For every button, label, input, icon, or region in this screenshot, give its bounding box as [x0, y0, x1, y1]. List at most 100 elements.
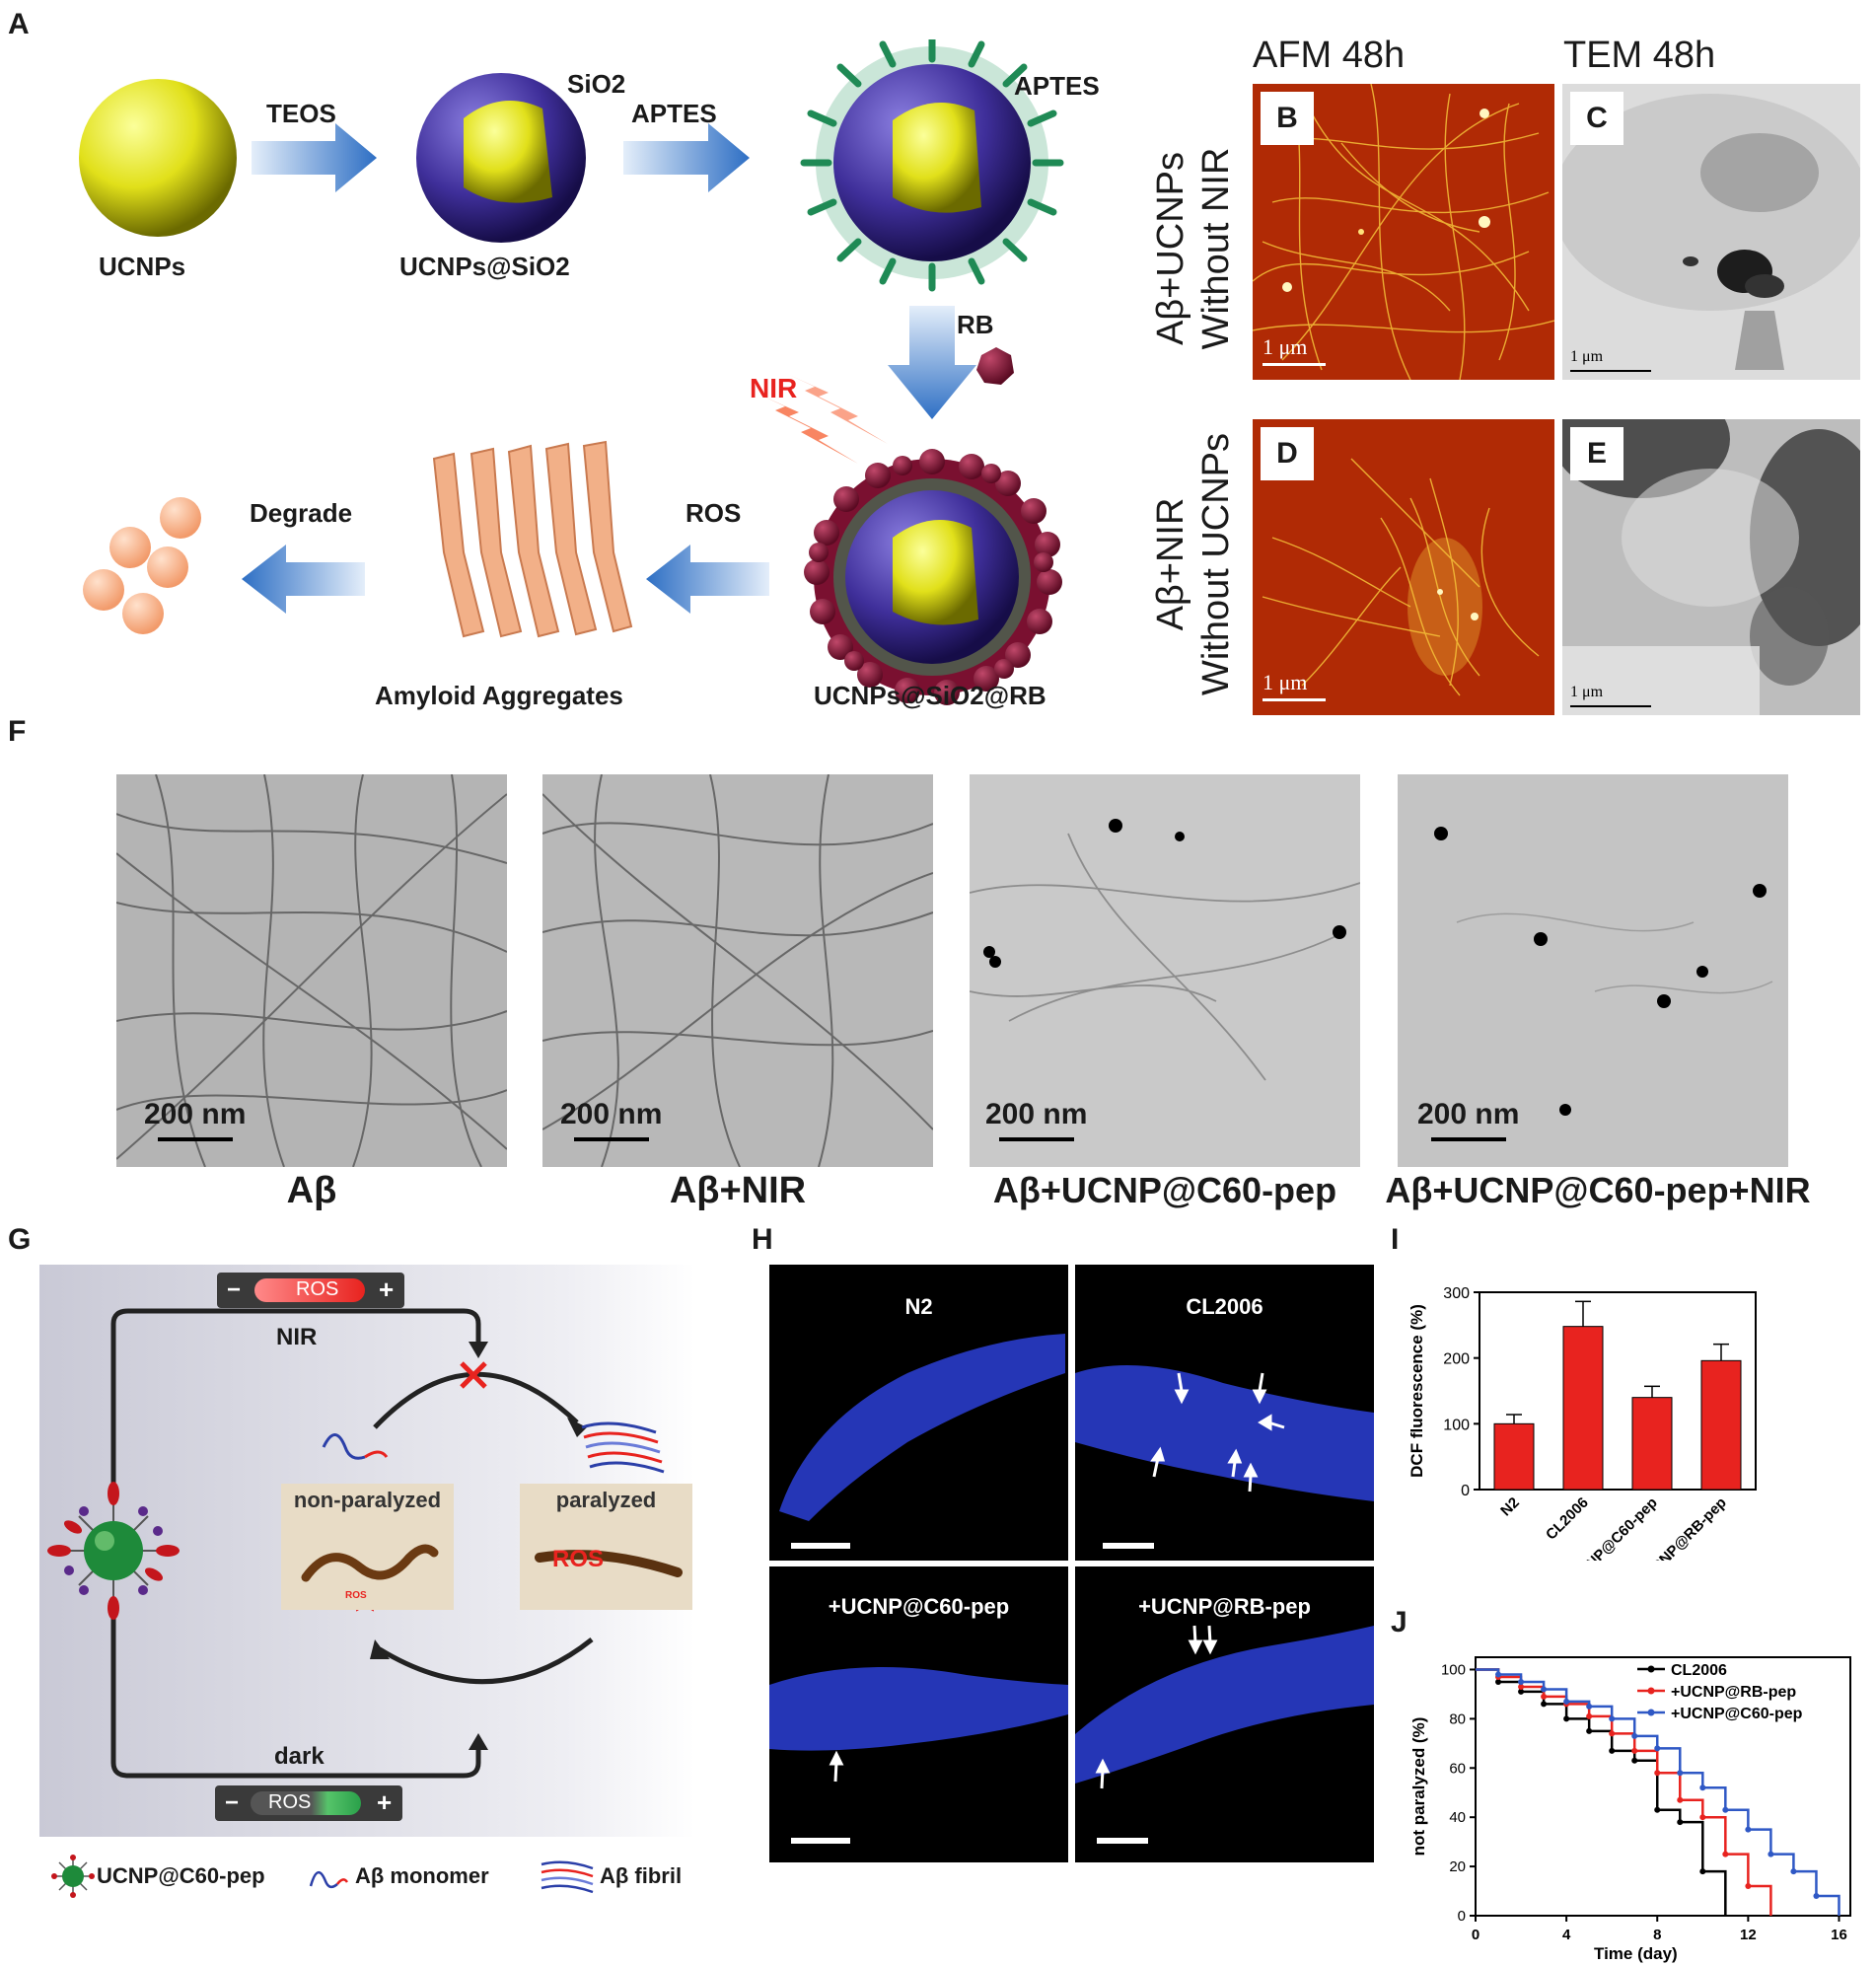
y-tick-label-2: 200 [1443, 1351, 1470, 1368]
row1-line1: Aβ+UCNPs [1150, 151, 1191, 346]
worm-curled-icon [301, 1544, 439, 1582]
g-dark-label: dark [274, 1743, 325, 1770]
panel-letter-d: D [1261, 427, 1314, 480]
f-caption-4: Aβ+UCNP@C60-pep+NIR [1385, 1170, 1811, 1210]
tem-image-e: E 1 μm [1562, 419, 1860, 715]
f-caption-1: Aβ [286, 1170, 337, 1211]
worm-image-cl2006: CL2006 [1075, 1265, 1374, 1561]
legend-ucnp-icon [51, 1855, 95, 1898]
non-paralyzed-label: non-paralyzed [293, 1488, 442, 1512]
abeta-fibril-icon [581, 1421, 665, 1474]
amyloid-aggregates-label: Amyloid Aggregates [375, 681, 623, 710]
series-2-point-9 [1677, 1770, 1684, 1777]
aptes-particle-icon [800, 39, 1064, 292]
afm-header: AFM 48h [1253, 35, 1406, 76]
panel-letter-b: B [1261, 92, 1314, 145]
y-tick-label-3: 300 [1443, 1285, 1470, 1302]
panel-letter-j: J [1391, 1606, 1407, 1638]
h-label-cl2006: CL2006 [1186, 1294, 1263, 1319]
aptes-label: APTES [1014, 71, 1100, 101]
series-0-point-1 [1495, 1678, 1502, 1685]
series-0-point-2 [1518, 1688, 1525, 1695]
legend-fibril-icon [541, 1860, 594, 1894]
scale-bar-c: 1 μm [1570, 348, 1651, 372]
tem-image-f1: 200 nm [116, 774, 507, 1167]
series-1-point-9 [1677, 1796, 1684, 1803]
h-label-rb: +UCNP@RB-pep [1138, 1594, 1311, 1619]
ros-label: ROS [685, 498, 742, 528]
degraded-fragments-icon [83, 497, 201, 634]
afm-image-d: D 1 μm [1253, 419, 1554, 715]
ros-low-indicator: − ROS + [215, 1785, 402, 1821]
worm-image-c60: +UCNP@C60-pep [769, 1566, 1068, 1862]
ucnps-sio2-rb-label: UCNPs@SiO2@RB [814, 681, 1046, 710]
panel-letter-c: C [1570, 92, 1623, 145]
scale-bar-b: 1 μm [1263, 334, 1326, 366]
bar-1 [1562, 1326, 1604, 1491]
worm-image-n2: N2 [769, 1265, 1068, 1561]
panel-g-box: − ROS + − ROS + NIR dark non-paralyzed p… [39, 1265, 695, 1837]
x-axis-label: Time (day) [1594, 1944, 1678, 1963]
series-2-point-5 [1586, 1703, 1593, 1710]
scale-bar-f3: 200 nm [985, 1098, 1087, 1141]
ucnps-sio2-label: UCNPs@SiO2 [399, 252, 570, 281]
ros-arrow-icon [646, 545, 769, 614]
series-0-point-7 [1631, 1757, 1638, 1764]
y-tick-label-5: 100 [1441, 1661, 1466, 1678]
series-1-point-7 [1631, 1747, 1638, 1754]
ros-small-label: ROS [345, 1590, 367, 1601]
f-caption-2: Aβ+NIR [669, 1170, 807, 1211]
aptes-arrow-label: APTES [631, 99, 717, 128]
row2-line1: Aβ+NIR [1150, 497, 1191, 631]
row1-line2: Without NIR [1195, 147, 1237, 350]
x-tick-label-2: 8 [1653, 1927, 1661, 1943]
sio2-label: SiO2 [567, 69, 626, 99]
rb-label: RB [957, 310, 994, 339]
x-tick-label-4: 16 [1831, 1927, 1847, 1943]
h-scale-bar-4 [1097, 1838, 1148, 1844]
scale-bar-f1: 200 nm [144, 1098, 246, 1141]
paralyzed-label: paralyzed [555, 1488, 657, 1512]
h-scale-bar-3 [791, 1838, 850, 1844]
series-0-point-8 [1654, 1806, 1661, 1813]
series-2-point-4 [1563, 1698, 1570, 1705]
y-tick-label-2: 40 [1449, 1809, 1466, 1826]
legend-label-2: +UCNP@C60-pep [1671, 1706, 1803, 1722]
panel-letter-g: G [8, 1223, 32, 1256]
panel-letter-i: I [1391, 1223, 1400, 1256]
plot-frame [1475, 1656, 1851, 1917]
y-tick-label-0: 0 [1461, 1483, 1470, 1499]
series-1-point-11 [1722, 1851, 1729, 1857]
panel-letter-e: E [1570, 427, 1623, 480]
series-0-point-9 [1677, 1819, 1684, 1826]
series-1-point-5 [1586, 1712, 1593, 1719]
y-tick-label-1: 100 [1443, 1417, 1470, 1433]
y-tick-label-0: 0 [1458, 1908, 1466, 1925]
rb-arrow-icon [888, 306, 976, 419]
ros-high-indicator: − ROS + [217, 1273, 404, 1308]
h-scale-bar-1 [791, 1543, 850, 1549]
y-axis-label: not paralyzed (%) [1409, 1717, 1428, 1857]
series-1-point-3 [1541, 1693, 1548, 1700]
afm-image-b: B 1 μm [1253, 84, 1554, 380]
legend-marker-2 [1647, 1709, 1655, 1716]
series-2-point-12 [1745, 1826, 1752, 1833]
legend-ucnp-label: UCNP@C60-pep [97, 1863, 265, 1888]
ros-top-plus: + [379, 1274, 395, 1304]
ros-top-label: ROS [296, 1278, 339, 1300]
y-tick-label-3: 60 [1449, 1760, 1466, 1777]
series-0-point-10 [1699, 1868, 1706, 1875]
series-2-point-15 [1813, 1893, 1820, 1900]
blocked-x-icon [460, 1361, 487, 1389]
tem-header: TEM 48h [1563, 35, 1716, 76]
plot-frame [1479, 1291, 1757, 1491]
y-tick-label-1: 20 [1449, 1858, 1466, 1875]
series-2-point-1 [1495, 1671, 1502, 1678]
panel-letter-h: H [752, 1223, 773, 1256]
y-tick-label-4: 80 [1449, 1711, 1466, 1727]
worm-straight-icon [535, 1550, 683, 1577]
nir-light-icon [759, 395, 858, 464]
h-label-n2: N2 [904, 1294, 933, 1319]
series-2-point-7 [1631, 1732, 1638, 1739]
